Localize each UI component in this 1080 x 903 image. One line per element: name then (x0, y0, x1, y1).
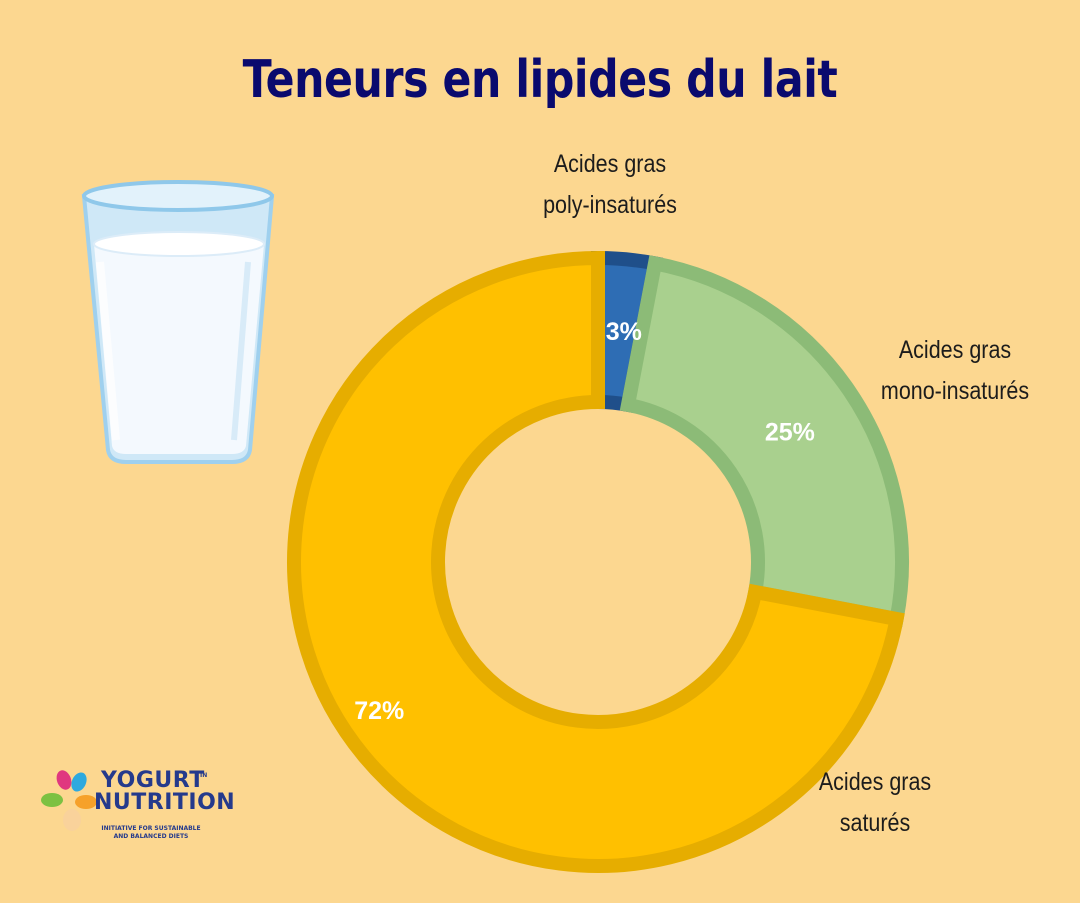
donut-slices (287, 250, 909, 873)
slice-label-line: Acides gras (553, 150, 667, 178)
logo-word-yogurt: YOGURT (101, 768, 205, 793)
slice-label-line: saturés (839, 809, 911, 837)
slice-label-mono-unsaturated: Acides gras mono-insaturés (860, 330, 1050, 412)
slice-saturated (287, 250, 905, 873)
logo-petals-icon (41, 770, 97, 831)
slice-value-label: 3% (606, 318, 642, 346)
slice-label-line: poly-insaturés (543, 191, 677, 219)
slice-label-line: Acides gras (818, 768, 932, 796)
logo-word-nutrition: NUTRITION (94, 790, 236, 815)
donut-value-labels: 3% 25% 72% (354, 318, 815, 725)
slice-mono-unsaturated (619, 255, 909, 628)
logo-tagline-line: AND BALANCED DIETS (113, 833, 189, 840)
slice-value-label: 25% (765, 419, 815, 447)
chart-title: Teneurs en lipides du lait (242, 50, 838, 110)
yogurt-in-nutrition-logo: YOGURT IN NUTRITION INITIATIVE FOR SUSTA… (38, 766, 238, 846)
milk-glass-icon (81, 180, 275, 464)
slice-label-poly-unsaturated: Acides gras poly-insaturés (510, 144, 710, 226)
slice-label-saturated: Acides gras saturés (800, 762, 950, 844)
logo-word-in: IN (200, 772, 208, 779)
logo-tagline-line: INITIATIVE FOR SUSTAINABLE (101, 825, 201, 832)
logo-tagline: INITIATIVE FOR SUSTAINABLE AND BALANCED … (96, 825, 206, 841)
slice-value-label: 72% (354, 697, 404, 725)
slice-label-line: Acides gras (898, 336, 1012, 364)
slice-label-line: mono-insaturés (880, 377, 1030, 405)
